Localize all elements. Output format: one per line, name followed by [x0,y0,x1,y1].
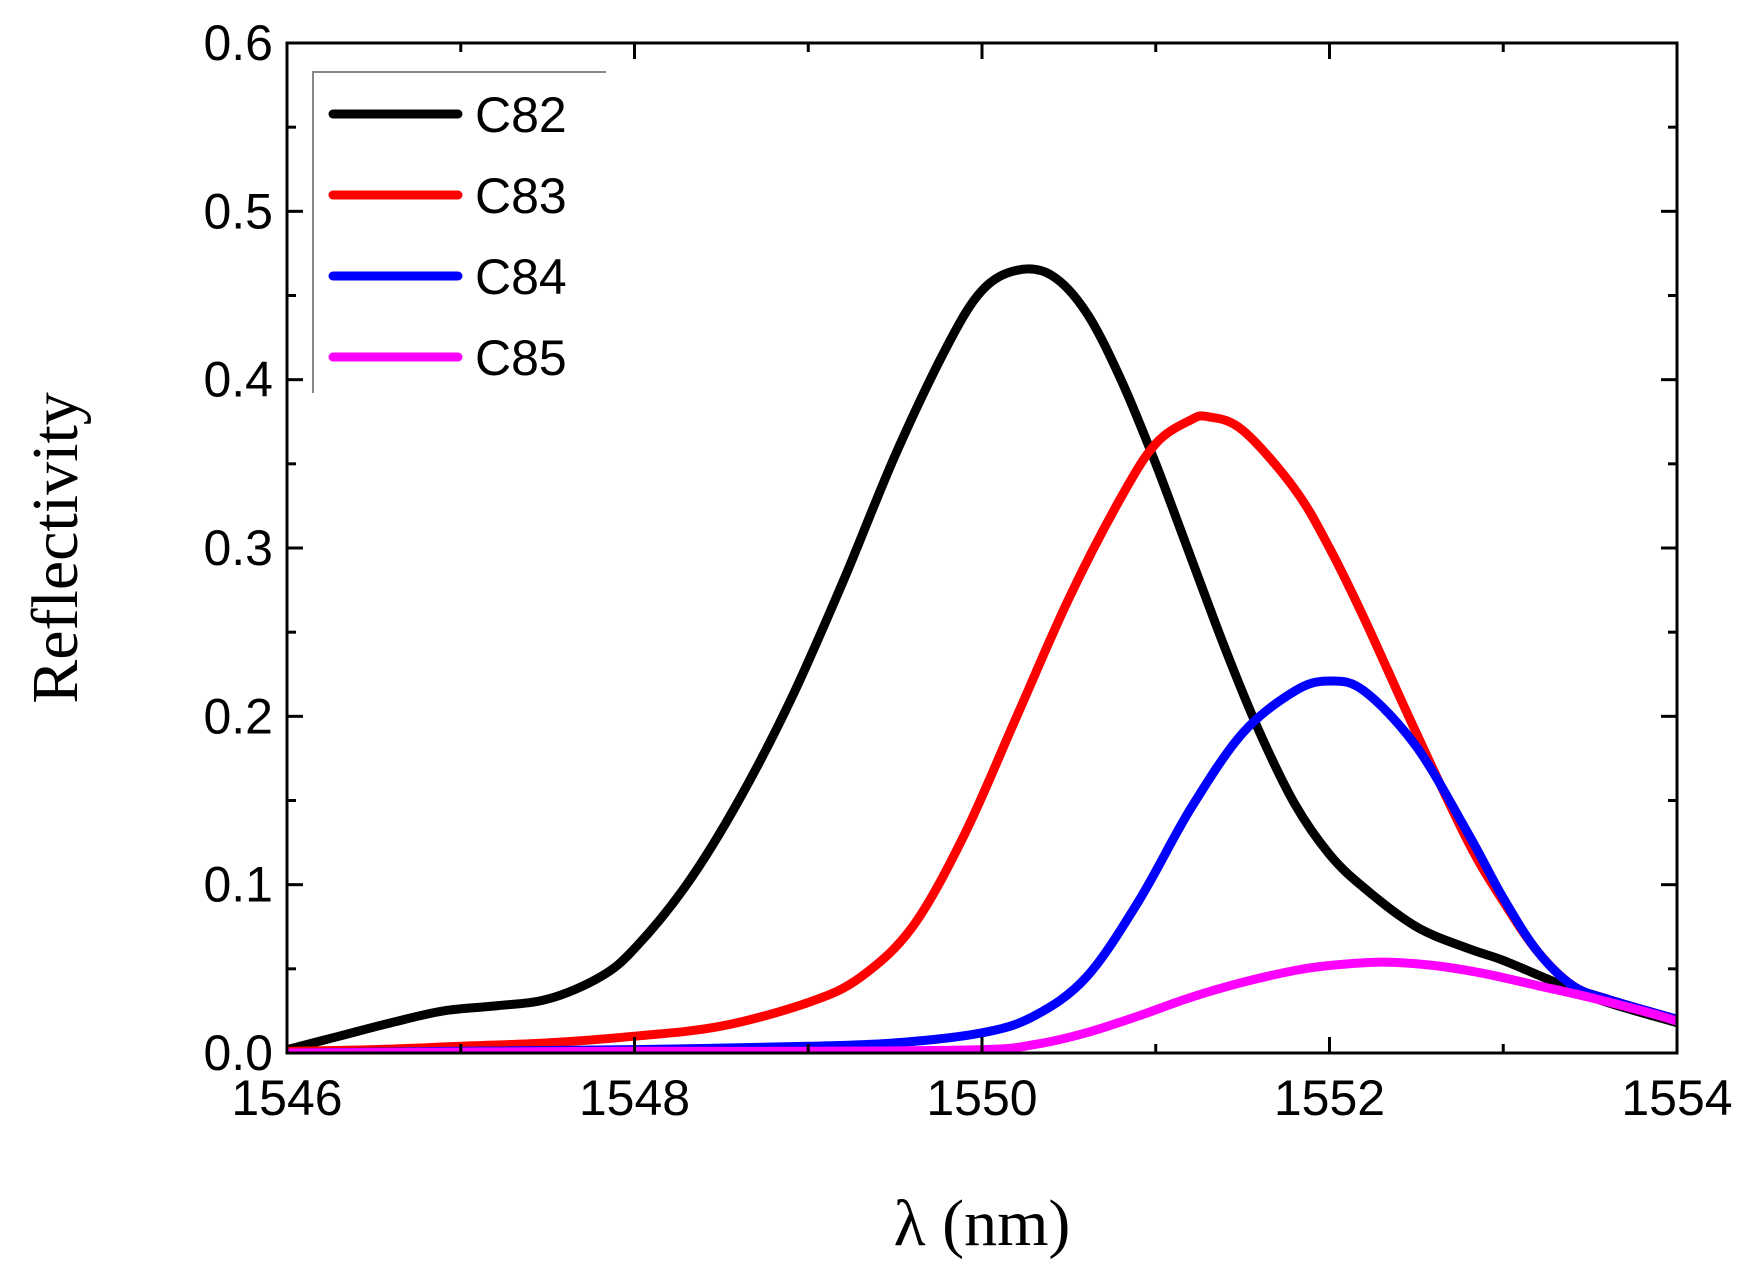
y-tick-label: 0.4 [203,352,273,408]
series-line-c83 [287,411,1677,1053]
legend-label-c82: C82 [475,87,567,143]
legend-label-c84: C84 [475,249,567,305]
legend-label-c85: C85 [475,330,567,386]
x-axis-title: λ (nm) [894,1187,1071,1260]
y-tick-label: 0.1 [203,857,273,913]
x-tick-label: 1554 [1621,1070,1732,1126]
y-tick-label: 0.3 [203,520,273,576]
y-axis-title: Reflectivity [19,392,92,704]
x-tick-label: 1552 [1274,1070,1385,1126]
tick-labels-layer: 1546 1548 1550 1552 1554 0.0 0.1 0.2 0.3 0.4 0.5 0.… [203,15,1732,1126]
series-line-c85 [287,957,1677,1053]
x-tick-label: 1546 [231,1070,342,1126]
legend-frame [312,71,606,393]
legend-label-c83: C83 [475,168,567,224]
x-tick-label: 1548 [579,1070,690,1126]
y-tick-label: 0.0 [203,1025,273,1081]
series-line-c82 [287,264,1677,1053]
series-line-c84 [287,676,1677,1053]
y-tick-label: 0.2 [203,688,273,744]
y-tick-label: 0.6 [203,15,273,71]
series-layer [287,264,1677,1053]
y-tick-label: 0.5 [203,183,273,239]
x-tick-label: 1550 [926,1070,1037,1126]
ticks-layer [285,41,1679,1055]
legend: C82 C83 C84 C85 [312,71,606,393]
